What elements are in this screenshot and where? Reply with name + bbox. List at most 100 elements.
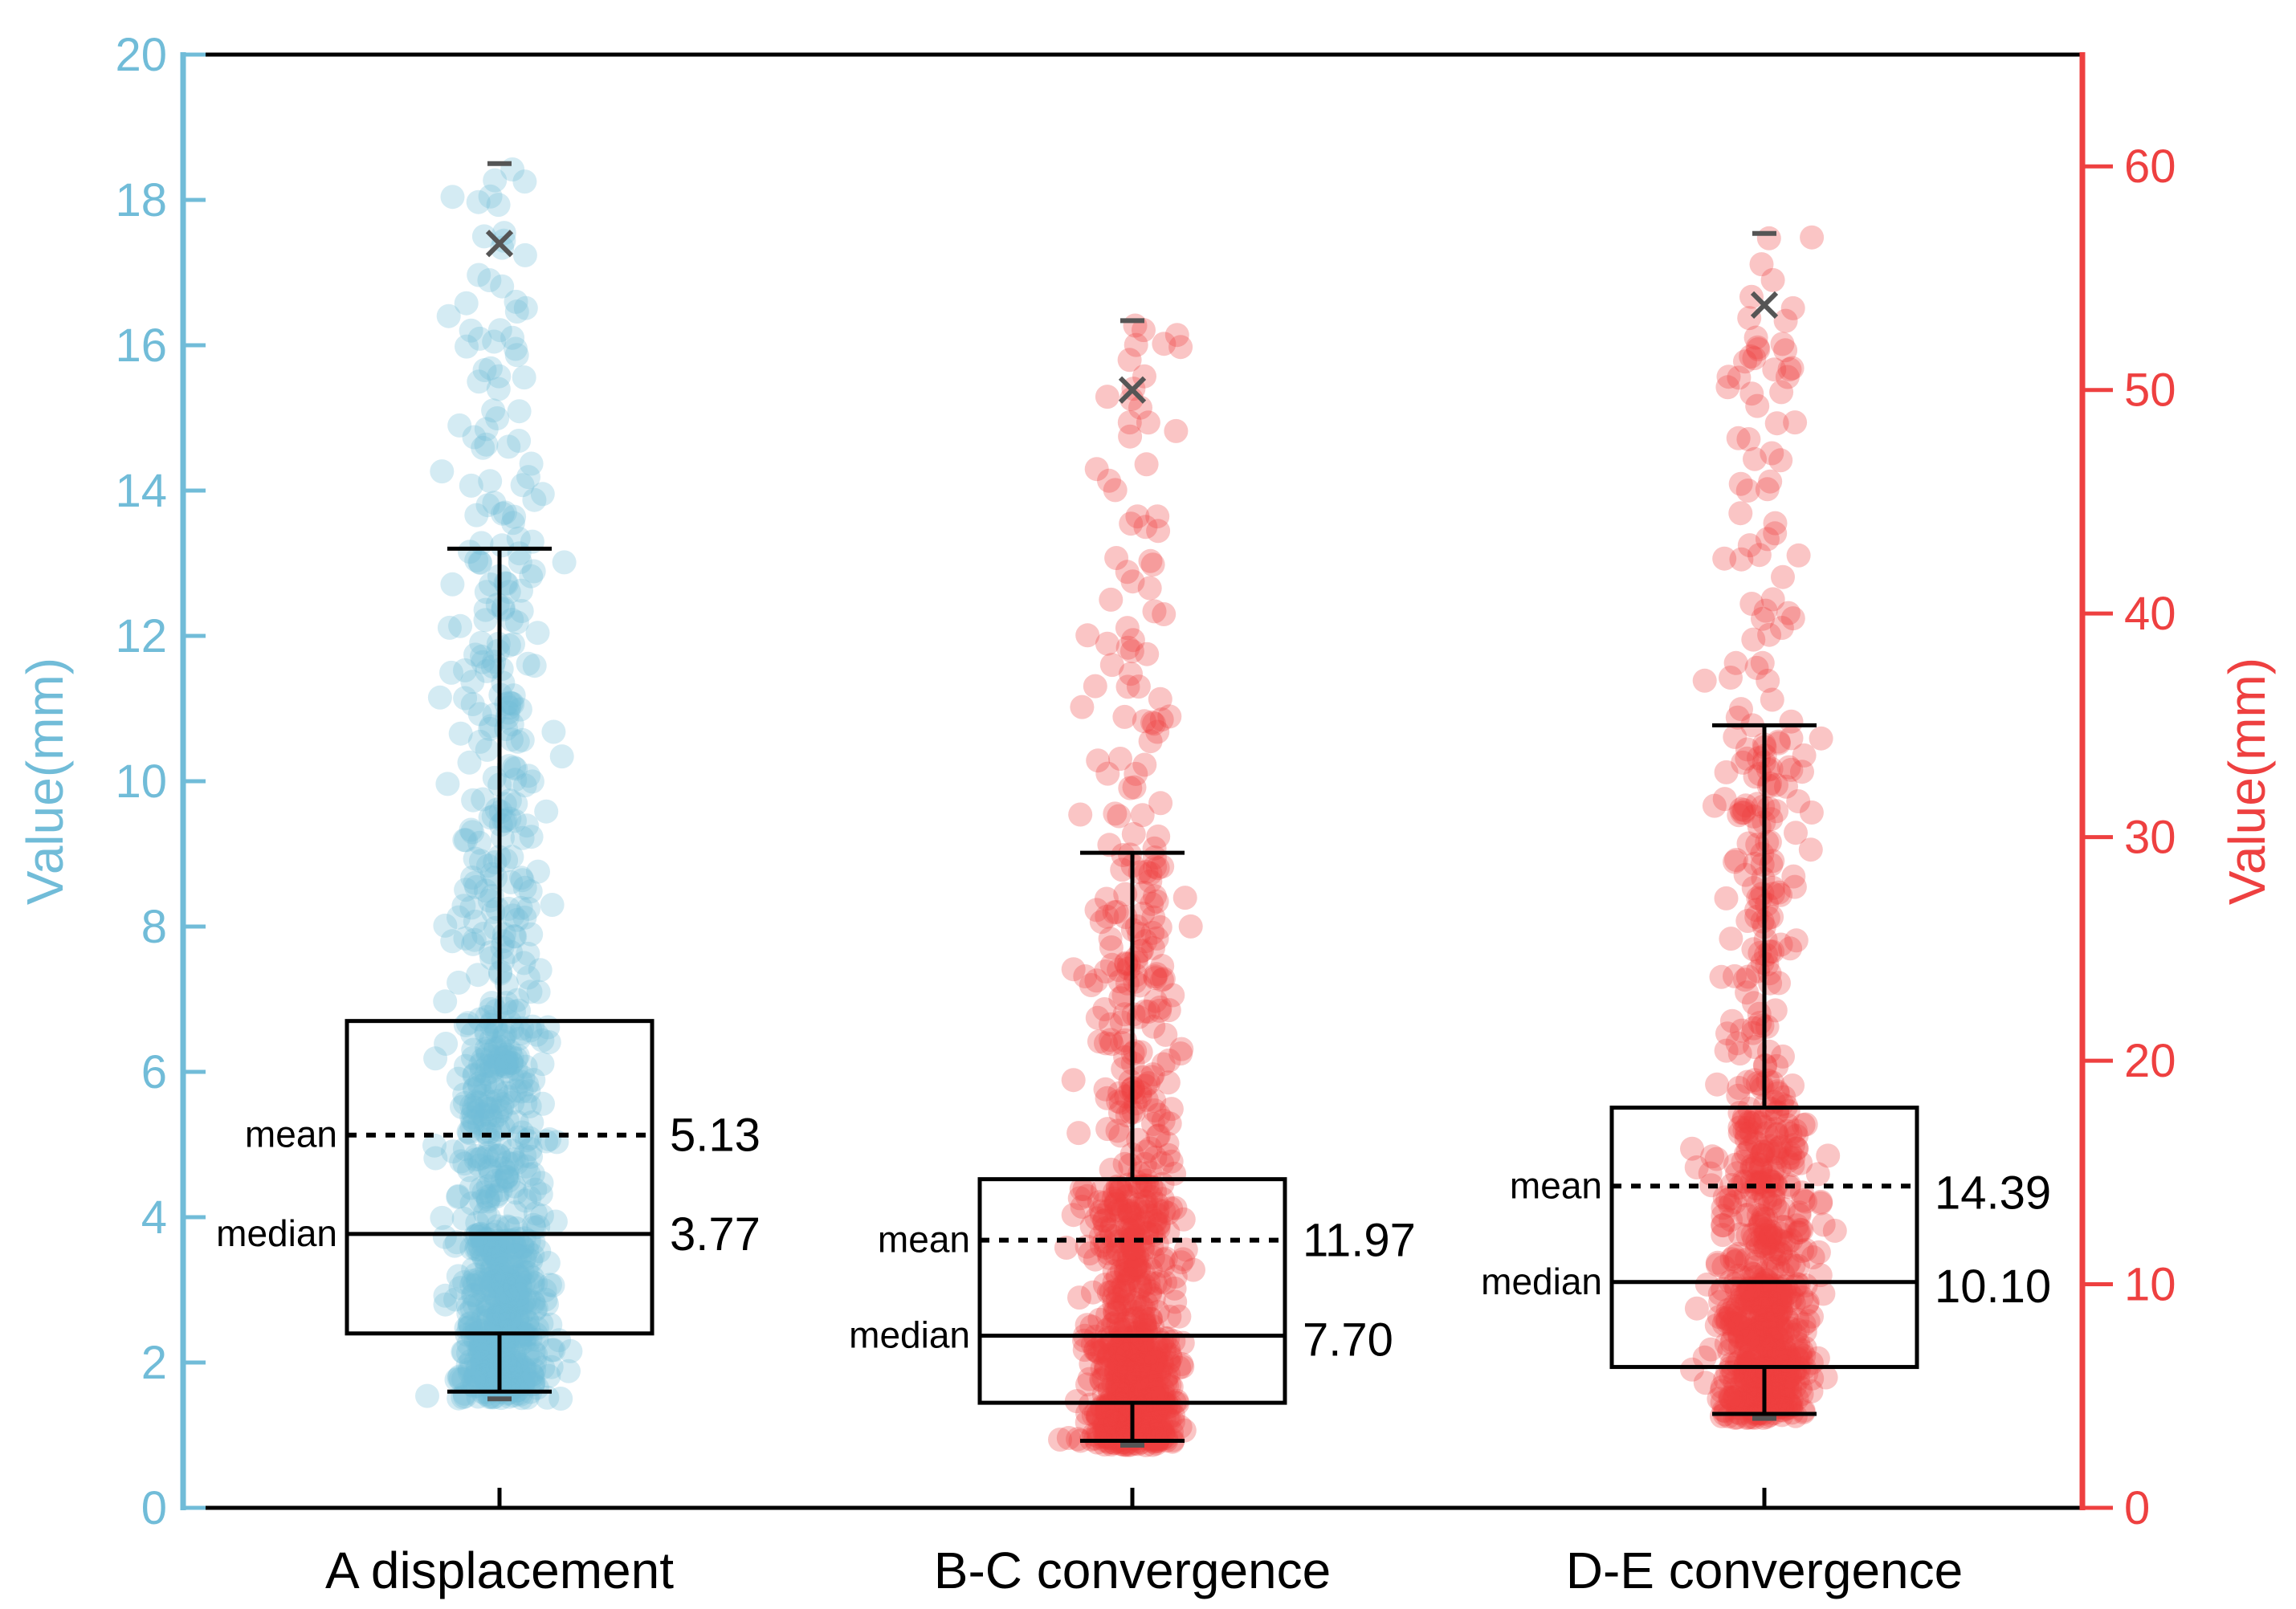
data-point <box>1764 772 1788 797</box>
data-point <box>1739 1289 1764 1314</box>
data-point <box>506 1357 530 1381</box>
data-point <box>520 1364 545 1389</box>
data-point <box>462 927 487 952</box>
data-point <box>1140 710 1164 735</box>
data-point <box>479 1028 504 1053</box>
data-point <box>1111 1359 1136 1384</box>
data-point <box>1148 791 1173 816</box>
data-point <box>1144 1347 1169 1372</box>
data-point <box>1745 1151 1770 1176</box>
data-point <box>506 526 531 551</box>
data-point <box>1784 1136 1809 1161</box>
data-point <box>496 580 521 605</box>
data-point <box>430 1205 455 1230</box>
data-point <box>1127 1353 1152 1378</box>
data-point <box>484 1342 509 1366</box>
data-point <box>489 1292 514 1317</box>
data-point <box>1107 1100 1132 1125</box>
data-point <box>1125 1340 1150 1365</box>
data-point <box>1132 1353 1156 1378</box>
data-point <box>500 903 525 928</box>
data-point <box>1143 1346 1168 1371</box>
data-point <box>475 737 500 762</box>
data-point <box>1771 1196 1796 1221</box>
data-point <box>1742 1382 1766 1407</box>
data-point <box>1753 1105 1778 1130</box>
data-point <box>1130 1332 1154 1356</box>
data-point <box>1741 804 1766 829</box>
data-point <box>466 963 491 988</box>
data-point <box>1105 1372 1130 1397</box>
data-point <box>466 1356 491 1381</box>
data-point <box>487 318 512 343</box>
data-point <box>461 1037 486 1062</box>
data-point <box>1809 1189 1833 1214</box>
data-point <box>1740 1222 1765 1247</box>
data-point <box>1739 1306 1764 1331</box>
data-point <box>523 1177 548 1202</box>
data-point <box>1747 1214 1772 1239</box>
data-point <box>1762 1139 1787 1164</box>
median-label: median <box>216 1212 337 1254</box>
data-point <box>1106 1365 1130 1390</box>
data-point <box>1117 1218 1142 1243</box>
data-point <box>1136 1406 1160 1431</box>
data-point <box>521 1370 546 1395</box>
data-point <box>1756 1337 1781 1362</box>
data-point <box>452 1270 477 1294</box>
data-point <box>504 907 529 932</box>
data-point <box>1750 1225 1775 1250</box>
data-point <box>504 1180 528 1205</box>
data-point <box>1739 284 1764 309</box>
data-point <box>491 825 515 850</box>
data-point <box>1120 1348 1145 1373</box>
data-point <box>504 792 528 816</box>
data-point <box>524 1296 549 1321</box>
data-point <box>1122 1205 1147 1230</box>
data-point <box>1764 1391 1788 1416</box>
data-point <box>1103 1411 1128 1436</box>
data-point <box>1127 1258 1152 1283</box>
data-point <box>482 491 507 515</box>
data-point <box>1124 1344 1148 1369</box>
data-point <box>522 1358 547 1383</box>
data-point <box>495 1050 520 1075</box>
right-tick-label: 20 <box>2124 1035 2176 1087</box>
data-point <box>1764 1293 1789 1318</box>
data-point <box>499 939 523 964</box>
data-point <box>495 700 520 725</box>
data-point <box>433 913 458 938</box>
data-point <box>1163 1289 1188 1314</box>
data-point <box>1764 1122 1789 1147</box>
data-point <box>1816 1143 1841 1168</box>
data-point <box>484 1019 509 1044</box>
data-point <box>1105 1118 1130 1143</box>
data-point <box>1743 1130 1768 1155</box>
data-point <box>1144 1431 1168 1456</box>
data-point <box>1136 1416 1160 1440</box>
data-point <box>1107 1382 1132 1407</box>
data-point <box>1716 365 1741 389</box>
data-point <box>468 849 493 874</box>
data-point <box>1120 1237 1145 1262</box>
data-point <box>475 1144 500 1169</box>
data-point <box>471 1306 495 1330</box>
data-point <box>1752 1236 1777 1261</box>
data-point <box>1743 1321 1768 1346</box>
data-point <box>440 929 465 954</box>
data-point <box>1773 308 1798 333</box>
data-point <box>1102 1431 1127 1456</box>
data-point <box>1711 1398 1736 1423</box>
data-point <box>1127 1319 1152 1344</box>
data-point <box>1758 1342 1783 1367</box>
data-point <box>505 1293 530 1318</box>
data-point <box>1742 346 1767 371</box>
data-point <box>534 799 559 824</box>
data-point <box>1160 1420 1184 1444</box>
data-point <box>470 1242 495 1267</box>
data-point <box>492 500 517 525</box>
data-point <box>434 1032 459 1056</box>
data-point <box>1789 1218 1814 1243</box>
data-point <box>523 1350 547 1375</box>
data-point <box>483 168 508 193</box>
